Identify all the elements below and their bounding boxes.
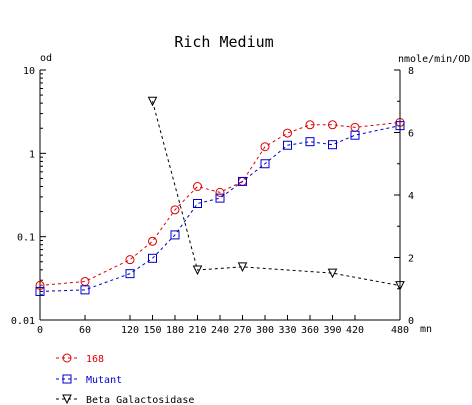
x-tick-label: 360 — [301, 325, 319, 336]
series-1 — [35, 121, 405, 296]
legend-marker — [62, 394, 72, 405]
legend-label: 168 — [86, 354, 104, 365]
data-point — [328, 120, 337, 130]
data-point — [328, 140, 337, 150]
series-2 — [147, 96, 405, 291]
legend: 168 Mutant Beta Galactosidase — [56, 353, 194, 405]
y-right-tick-label: 4 — [408, 191, 414, 202]
data-point — [215, 187, 225, 197]
x-tick-label: 420 — [346, 325, 364, 336]
legend-label: Beta Galactosidase — [86, 395, 194, 405]
y-left-tick-label: 1 — [29, 149, 35, 160]
series-line — [152, 101, 401, 287]
data-point — [215, 193, 225, 203]
x-tick-label: 300 — [256, 325, 274, 336]
legend-label: Mutant — [86, 375, 122, 386]
legend-item: Beta Galactosidase — [56, 394, 194, 405]
x-axis-unit-label: mn — [420, 324, 432, 335]
x-tick-label: 240 — [211, 325, 229, 336]
y-left-tick-label: 0.1 — [17, 233, 35, 244]
data-point — [125, 269, 135, 279]
series-0 — [35, 117, 405, 290]
data-point — [237, 262, 248, 272]
legend-item: 168 — [56, 353, 104, 365]
y-right-tick-label: 8 — [408, 66, 414, 77]
y-right-tick-label: 2 — [408, 254, 414, 265]
data-point — [35, 280, 45, 290]
x-tick-label: 60 — [79, 325, 91, 336]
y-left-axis-ticks: 0.01 0.1 1 10 — [11, 66, 46, 327]
y-right-tick-label: 0 — [408, 316, 414, 327]
data-point — [148, 253, 157, 263]
legend-marker — [62, 374, 72, 384]
data-point — [327, 268, 338, 279]
series-layer — [35, 96, 405, 296]
data-point — [283, 140, 292, 150]
legend-marker — [62, 353, 72, 363]
y-left-tick-label: 0.01 — [11, 316, 35, 327]
x-tick-label: 270 — [233, 325, 251, 336]
x-tick-label: 0 — [37, 325, 43, 336]
data-point — [305, 120, 315, 130]
y-left-axis-label: od — [40, 53, 52, 64]
data-point — [125, 255, 135, 265]
x-tick-label: 210 — [188, 325, 206, 336]
data-point — [260, 159, 270, 169]
data-point — [395, 281, 405, 291]
data-point — [395, 121, 405, 131]
series-line — [39, 121, 401, 286]
y-right-tick-label: 6 — [408, 129, 414, 140]
x-axis-ticks: 0 60 120 150 180 210 240 270 300 330 360 390 420 480 — [37, 315, 409, 336]
x-tick-label: 180 — [166, 325, 184, 336]
data-point — [350, 130, 360, 140]
data-point — [147, 96, 158, 107]
data-point — [193, 199, 202, 209]
x-tick-label: 330 — [278, 325, 296, 336]
data-point — [170, 205, 180, 215]
x-tick-label: 480 — [391, 325, 409, 336]
data-point — [192, 265, 203, 276]
data-point — [238, 176, 247, 186]
x-tick-label: 120 — [121, 325, 139, 336]
data-point — [283, 128, 292, 138]
data-point — [305, 137, 315, 147]
axes — [39, 70, 401, 321]
x-tick-label: 390 — [323, 325, 341, 336]
data-point — [35, 286, 45, 296]
y-right-axis-label: nmole/min/OD — [398, 54, 470, 65]
data-point — [80, 285, 90, 295]
data-point — [170, 230, 180, 240]
x-tick-label: 150 — [143, 325, 161, 336]
chart-title: Rich Medium — [174, 33, 273, 51]
series-line — [39, 125, 401, 292]
data-point — [260, 142, 270, 152]
legend-item: Mutant — [56, 374, 122, 386]
y-right-axis-ticks: 0 2 4 6 8 — [394, 66, 414, 327]
data-point — [193, 181, 202, 191]
y-left-tick-label: 10 — [23, 66, 35, 77]
data-point — [148, 236, 157, 246]
